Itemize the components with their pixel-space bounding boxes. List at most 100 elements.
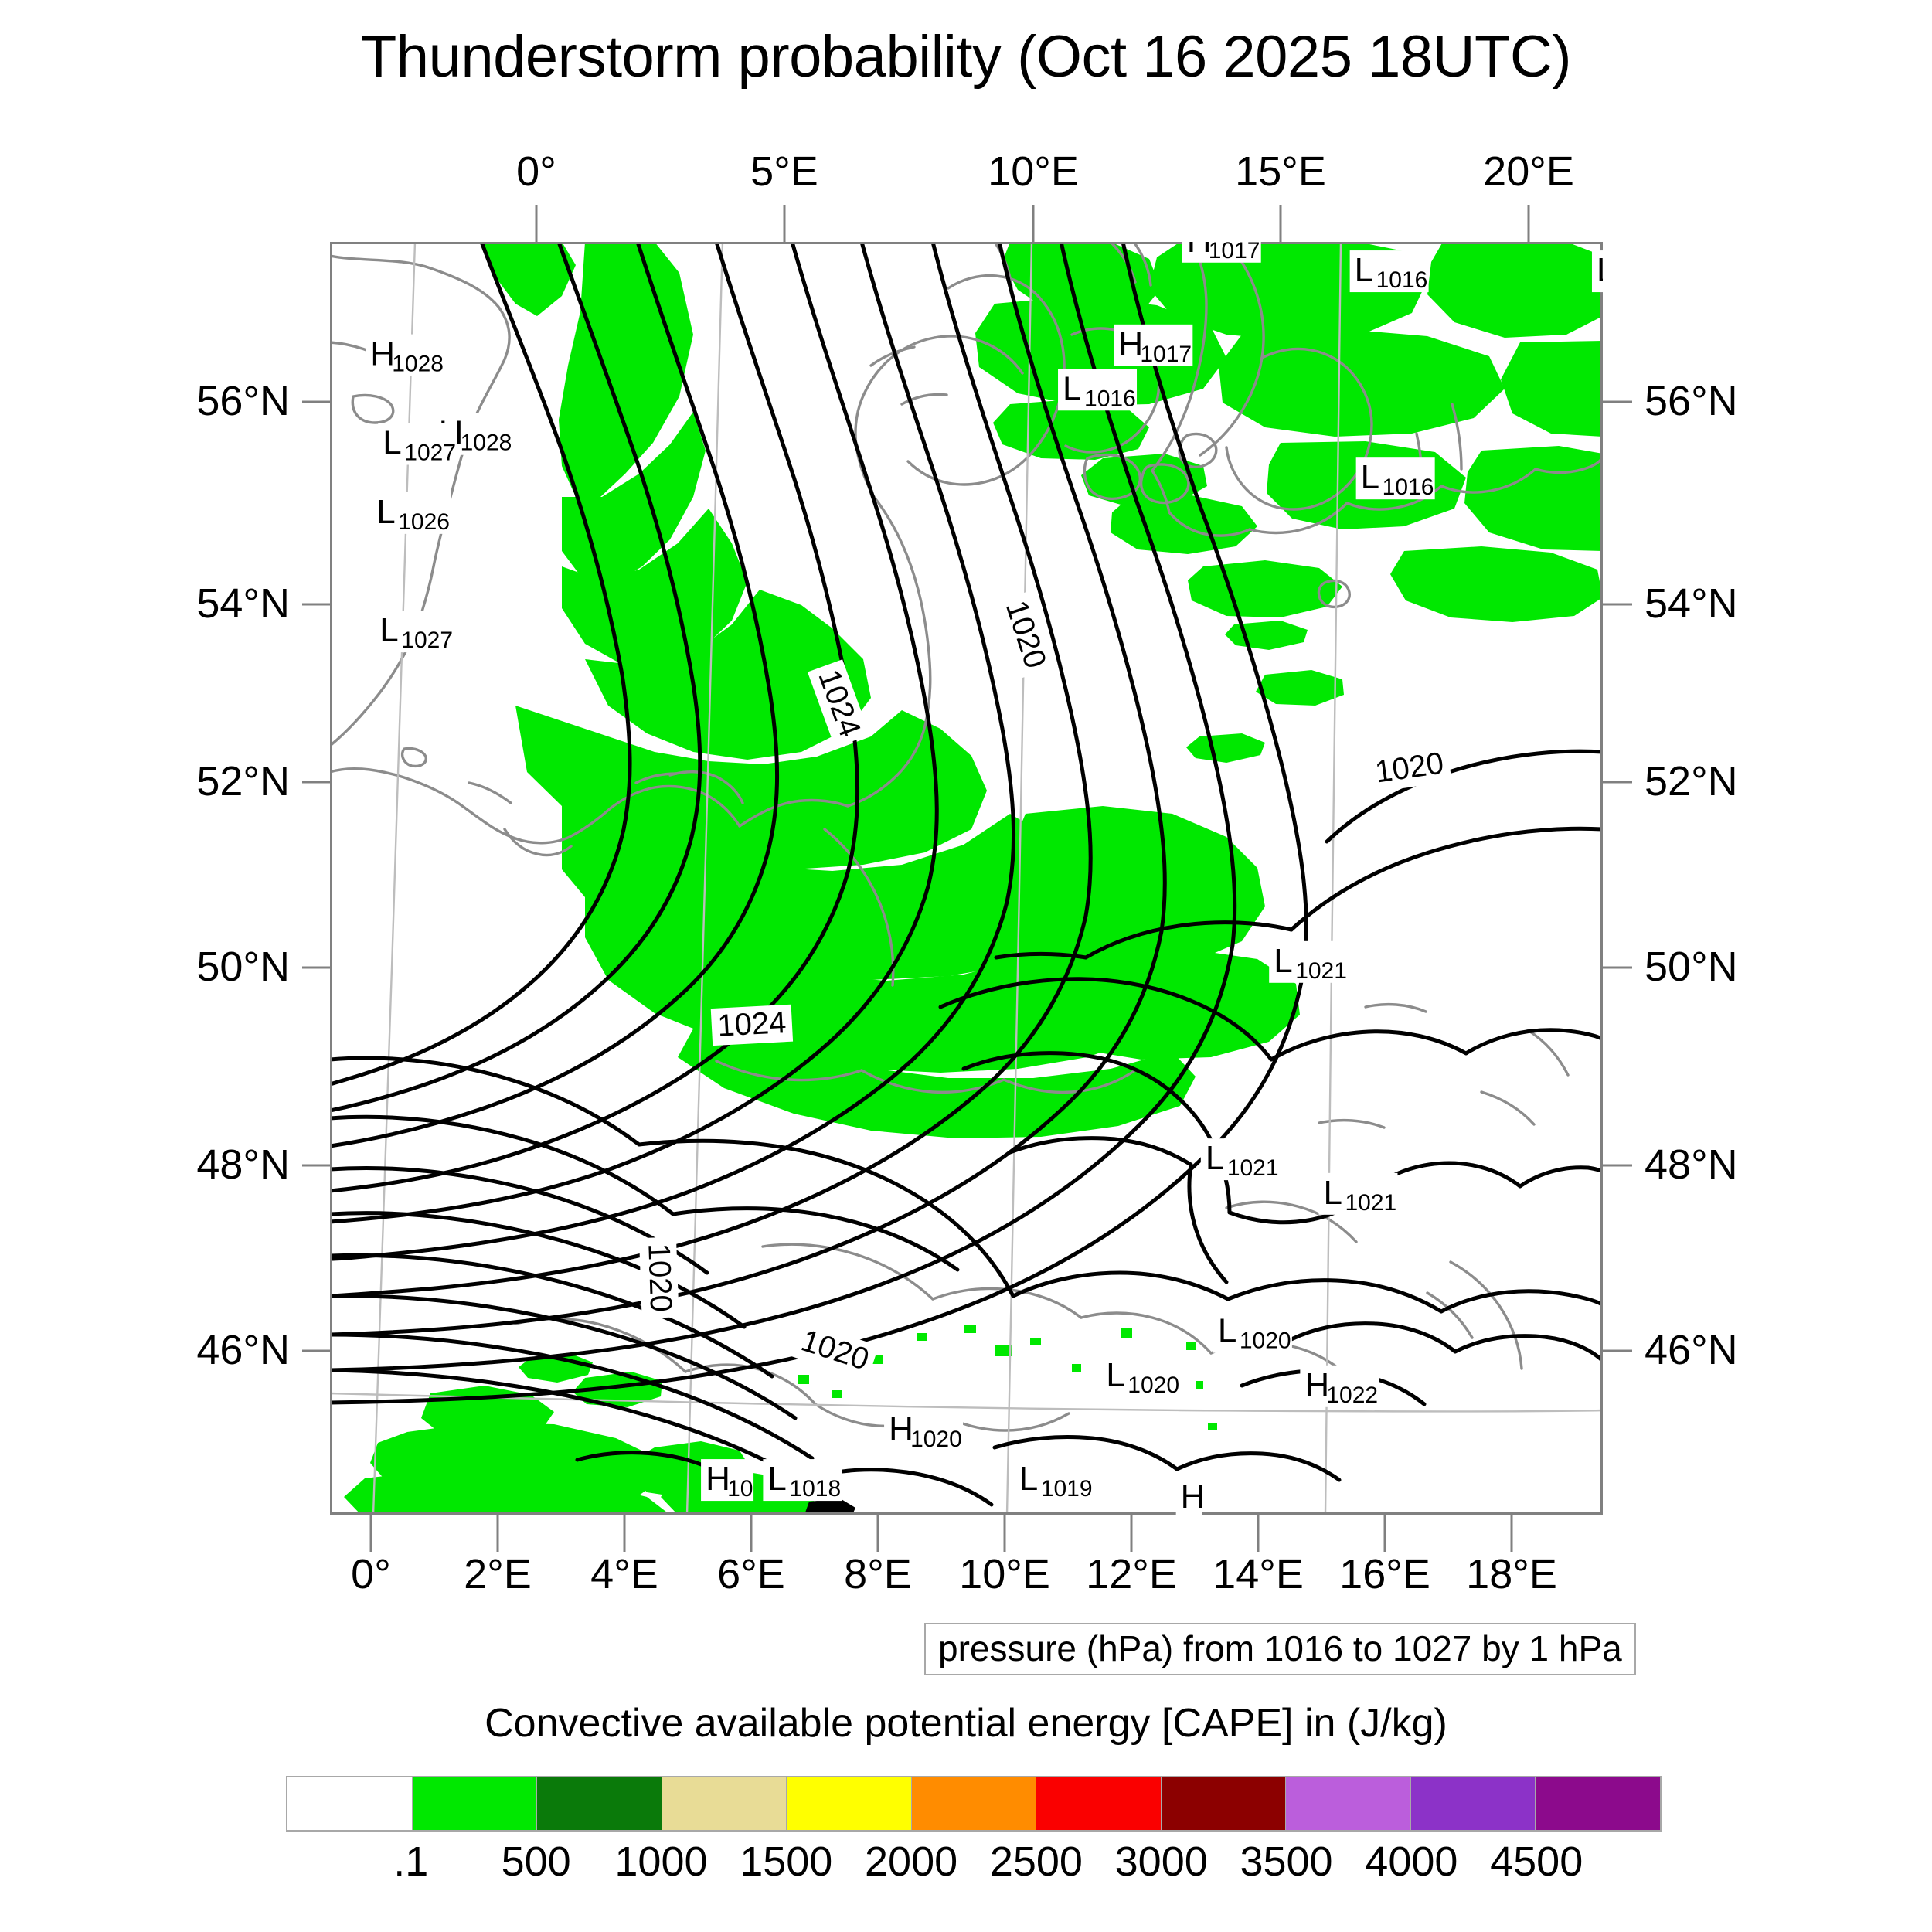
colorbar-segment-3[interactable] bbox=[661, 1777, 787, 1830]
colorbar-segment-4[interactable] bbox=[786, 1777, 911, 1830]
left-lat-label-1: 54°N bbox=[196, 580, 290, 627]
svg-text:1020: 1020 bbox=[1240, 1328, 1291, 1354]
svg-text:L: L bbox=[1106, 1356, 1124, 1394]
colorbar-segment-1[interactable] bbox=[411, 1777, 537, 1830]
svg-text:1017: 1017 bbox=[1209, 242, 1260, 264]
svg-text:L: L bbox=[1206, 1139, 1224, 1177]
pressure-marker-l: L 1021 bbox=[1318, 1172, 1398, 1216]
bottom-lon-label-0: 0° bbox=[351, 1551, 391, 1597]
left-lat-label-0: 56°N bbox=[196, 378, 290, 424]
pressure-marker-l: L 1021 bbox=[1269, 940, 1349, 984]
pressure-marker-l: L 1016 bbox=[1349, 250, 1429, 293]
svg-text:1021: 1021 bbox=[1227, 1155, 1279, 1181]
pressure-marker-l: L 1020 bbox=[1213, 1311, 1292, 1354]
colorbar-tick-label-8: 4000 bbox=[1365, 1838, 1458, 1885]
svg-text:1016: 1016 bbox=[1383, 474, 1434, 500]
svg-text:H: H bbox=[1187, 242, 1212, 260]
svg-text:H: H bbox=[1118, 325, 1143, 363]
colorbar-tick-label-5: 2500 bbox=[989, 1838, 1083, 1885]
graticule-lon-5 bbox=[685, 242, 724, 1515]
cape-colorbar[interactable] bbox=[286, 1776, 1662, 1832]
top-lon-label-0: 0° bbox=[516, 148, 556, 195]
colorbar-segment-0[interactable] bbox=[287, 1777, 412, 1830]
svg-text:H: H bbox=[889, 1410, 913, 1448]
colorbar-segment-8[interactable] bbox=[1285, 1777, 1410, 1830]
pressure-marker-l: L 1018 bbox=[763, 1459, 842, 1502]
svg-text:L: L bbox=[1597, 251, 1603, 289]
bottom-lon-label-3: 6°E bbox=[717, 1551, 785, 1597]
svg-text:10: 10 bbox=[727, 1476, 753, 1502]
top-lon-label-4: 20°E bbox=[1483, 148, 1574, 195]
colorbar-segment-5[interactable] bbox=[910, 1777, 1036, 1830]
svg-text:1016: 1016 bbox=[1376, 267, 1428, 293]
svg-text:H: H bbox=[370, 335, 395, 373]
svg-text:L: L bbox=[376, 493, 395, 531]
svg-text:1021: 1021 bbox=[1295, 958, 1347, 984]
pressure-marker-h: H10 bbox=[701, 1459, 754, 1502]
colorbar-tick-label-1: 500 bbox=[501, 1838, 571, 1885]
bottom-lon-label-8: 16°E bbox=[1339, 1551, 1430, 1597]
right-lat-label-1: 54°N bbox=[1645, 580, 1738, 627]
svg-text:1018: 1018 bbox=[789, 1476, 841, 1502]
pressure-marker-l: L 1016 bbox=[1355, 457, 1435, 500]
bottom-lon-label-2: 4°E bbox=[590, 1551, 658, 1597]
svg-text:1020: 1020 bbox=[641, 1243, 678, 1312]
svg-text:L: L bbox=[1274, 942, 1292, 980]
svg-text:L: L bbox=[383, 424, 401, 462]
svg-text:1017: 1017 bbox=[1140, 342, 1192, 367]
pressure-marker-l: L 1027 bbox=[378, 423, 457, 466]
svg-text:L: L bbox=[1355, 251, 1373, 289]
top-lon-label-2: 10°E bbox=[988, 148, 1079, 195]
colorbar-segment-6[interactable] bbox=[1036, 1777, 1161, 1830]
svg-text:1019: 1019 bbox=[1041, 1476, 1093, 1502]
map-frame bbox=[330, 242, 1603, 1515]
colorbar-segment-7[interactable] bbox=[1160, 1777, 1286, 1830]
isobar-label: 1020 bbox=[638, 1236, 679, 1319]
svg-text:1020: 1020 bbox=[1128, 1372, 1179, 1398]
svg-text:H: H bbox=[1181, 1478, 1206, 1515]
pressure-marker-h: H bbox=[1175, 1477, 1206, 1515]
svg-text:1022: 1022 bbox=[1326, 1383, 1378, 1408]
pressure-extrema-markers: H1028H1028L1027L1026L1027H1017H1017L1016… bbox=[366, 242, 1603, 1515]
bottom-lon-label-6: 12°E bbox=[1086, 1551, 1177, 1597]
right-lat-label-4: 48°N bbox=[1645, 1141, 1738, 1188]
colorbar-tick-label-0: .1 bbox=[393, 1838, 429, 1885]
svg-text:1027: 1027 bbox=[404, 440, 456, 466]
bottom-lon-label-7: 14°E bbox=[1213, 1551, 1304, 1597]
pressure-marker-l: L 1016 bbox=[1058, 369, 1138, 411]
left-lat-label-2: 52°N bbox=[196, 758, 290, 804]
colorbar-segment-10[interactable] bbox=[1535, 1777, 1661, 1830]
svg-text:1026: 1026 bbox=[398, 509, 450, 535]
svg-text:L: L bbox=[1361, 458, 1379, 496]
right-lat-label-5: 46°N bbox=[1645, 1327, 1738, 1373]
page-title: Thunderstorm probability (Oct 16 2025 18… bbox=[360, 24, 1572, 90]
right-lat-label-0: 56°N bbox=[1645, 378, 1738, 424]
pressure-marker-l: L 1026 bbox=[372, 492, 451, 535]
top-lon-label-3: 15°E bbox=[1235, 148, 1326, 195]
svg-text:1021: 1021 bbox=[1345, 1190, 1396, 1216]
svg-text:L: L bbox=[1323, 1174, 1342, 1212]
colorbar-tick-label-4: 2000 bbox=[865, 1838, 958, 1885]
pressure-marker-l: L 1027 bbox=[375, 611, 454, 653]
graticule-lon-10 bbox=[1005, 242, 1033, 1515]
isobar-label: 1020 bbox=[1366, 744, 1452, 793]
colorbar-tick-label-7: 3500 bbox=[1240, 1838, 1333, 1885]
right-lat-label-2: 52°N bbox=[1645, 758, 1738, 804]
bottom-lon-label-4: 8°E bbox=[844, 1551, 912, 1597]
colorbar-tick-label-3: 1500 bbox=[740, 1838, 833, 1885]
svg-text:L: L bbox=[767, 1460, 786, 1498]
svg-text:L: L bbox=[1218, 1312, 1236, 1350]
pressure-marker-l: L bbox=[1591, 250, 1603, 293]
left-lat-label-5: 46°N bbox=[196, 1327, 290, 1373]
colorbar-segment-2[interactable] bbox=[536, 1777, 662, 1830]
colorbar-segment-9[interactable] bbox=[1410, 1777, 1536, 1830]
bottom-lon-label-5: 10°E bbox=[959, 1551, 1050, 1597]
top-lon-label-1: 5°E bbox=[750, 148, 818, 195]
